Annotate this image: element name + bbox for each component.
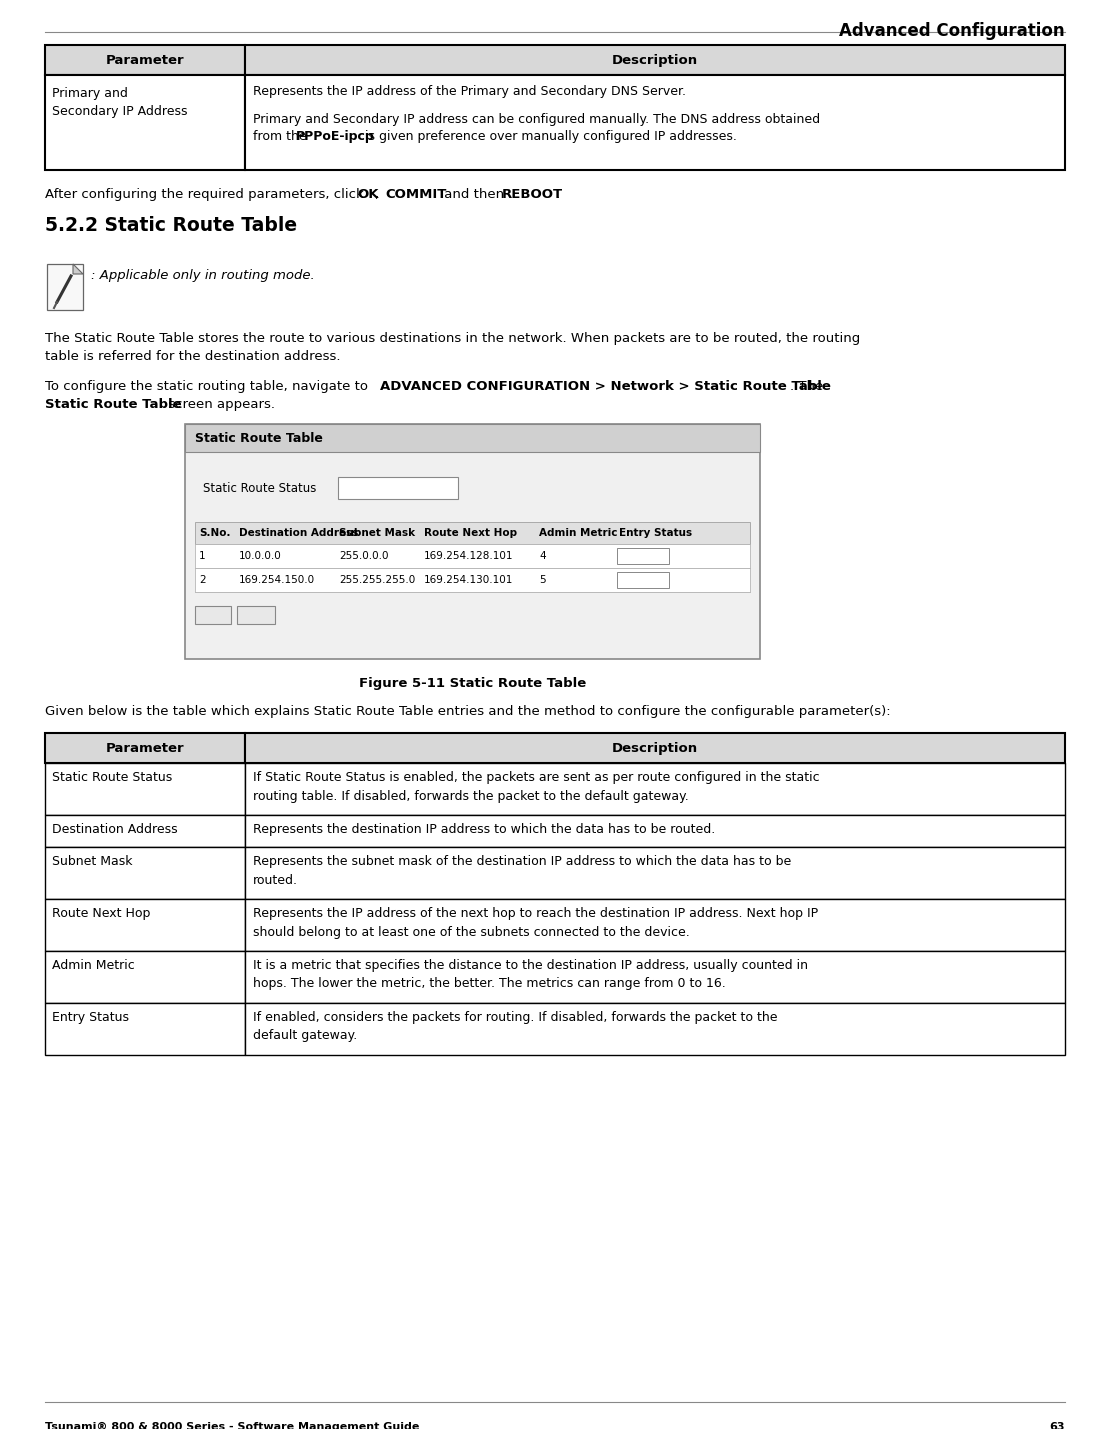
Text: After configuring the required parameters, click: After configuring the required parameter… — [45, 189, 369, 201]
Text: Primary and
Secondary IP Address: Primary and Secondary IP Address — [52, 87, 187, 119]
Bar — [45, 733, 245, 763]
Text: Parameter: Parameter — [106, 53, 185, 67]
Text: OK: OK — [205, 610, 221, 620]
Text: 169.254.128.101: 169.254.128.101 — [424, 552, 514, 562]
Text: 4: 4 — [539, 552, 546, 562]
Text: Enable: Enable — [621, 552, 654, 562]
Bar — [245, 952, 1065, 1003]
Text: ADVANCED CONFIGURATION > Network > Static Route Table: ADVANCED CONFIGURATION > Network > Stati… — [379, 380, 830, 393]
Text: Given below is the table which explains Static Route Table entries and the metho: Given below is the table which explains … — [45, 704, 891, 717]
Bar — [45, 952, 245, 1003]
Text: Represents the subnet mask of the destination IP address to which the data has t: Represents the subnet mask of the destin… — [253, 855, 791, 886]
Polygon shape — [73, 264, 82, 274]
Bar — [185, 424, 760, 659]
Text: Parameter: Parameter — [106, 742, 185, 755]
Text: ∨: ∨ — [660, 574, 668, 584]
Text: Represents the IP address of the next hop to reach the destination IP address. N: Represents the IP address of the next ho… — [253, 907, 818, 939]
Bar — [195, 606, 231, 624]
Text: 169.254.150.0: 169.254.150.0 — [239, 574, 315, 584]
Text: 1: 1 — [199, 552, 206, 562]
Text: . The: . The — [790, 380, 823, 393]
Text: screen appears.: screen appears. — [164, 399, 275, 412]
Bar — [245, 733, 1065, 763]
Text: table is referred for the destination address.: table is referred for the destination ad… — [45, 350, 341, 363]
Text: COMMIT: COMMIT — [385, 189, 447, 201]
Text: OK: OK — [358, 189, 378, 201]
Text: : Applicable only in routing mode.: : Applicable only in routing mode. — [91, 269, 315, 282]
Text: Represents the destination IP address to which the data has to be routed.: Represents the destination IP address to… — [253, 823, 715, 836]
Text: Entry Status: Entry Status — [619, 527, 692, 537]
Text: Subnet Mask: Subnet Mask — [339, 527, 415, 537]
Text: Admin Metric: Admin Metric — [539, 527, 617, 537]
Text: 5: 5 — [539, 574, 546, 584]
Text: If Static Route Status is enabled, the packets are sent as per route configured : If Static Route Status is enabled, the p… — [253, 772, 820, 803]
Bar — [236, 606, 275, 624]
Text: 169.254.130.101: 169.254.130.101 — [424, 574, 514, 584]
Bar — [45, 899, 245, 952]
Text: ,: , — [375, 189, 384, 201]
Text: Subnet Mask: Subnet Mask — [52, 855, 132, 867]
Text: Advanced Configuration: Advanced Configuration — [839, 21, 1065, 40]
Text: Description: Description — [612, 742, 698, 755]
Bar — [617, 572, 669, 587]
Bar — [245, 847, 1065, 899]
Bar — [45, 847, 245, 899]
Text: 255.255.255.0: 255.255.255.0 — [339, 574, 416, 584]
Text: REBOOT: REBOOT — [502, 189, 563, 201]
Text: 63: 63 — [1049, 1422, 1065, 1429]
Text: Static Route Table: Static Route Table — [195, 432, 323, 444]
Text: Add: Add — [245, 610, 267, 620]
Bar — [245, 74, 1065, 170]
Text: Enable: Enable — [621, 574, 654, 584]
Text: Static Route Status: Static Route Status — [204, 482, 317, 494]
Text: It is a metric that specifies the distance to the destination IP address, usuall: It is a metric that specifies the distan… — [253, 959, 808, 990]
Bar — [195, 544, 750, 567]
Text: Static Route Status: Static Route Status — [52, 772, 173, 785]
Text: Destination Address: Destination Address — [239, 527, 359, 537]
Text: Disable: Disable — [344, 483, 385, 493]
Bar — [185, 424, 760, 452]
Text: is given preference over manually configured IP addresses.: is given preference over manually config… — [361, 130, 737, 143]
Text: PPPoE-ipcp: PPPoE-ipcp — [296, 130, 375, 143]
Text: Route Next Hop: Route Next Hop — [424, 527, 517, 537]
Text: The Static Route Table stores the route to various destinations in the network. : The Static Route Table stores the route … — [45, 332, 860, 344]
Text: 255.0.0.0: 255.0.0.0 — [339, 552, 388, 562]
Bar — [245, 763, 1065, 815]
Bar — [45, 44, 245, 74]
Bar — [338, 477, 458, 499]
Text: 10.0.0.0: 10.0.0.0 — [239, 552, 282, 562]
Text: Static Route Table: Static Route Table — [45, 399, 182, 412]
Text: Primary and Secondary IP address can be configured manually. The DNS address obt: Primary and Secondary IP address can be … — [253, 113, 821, 126]
Text: Destination Address: Destination Address — [52, 823, 177, 836]
Text: .: . — [556, 189, 560, 201]
Bar — [47, 264, 82, 310]
Text: ∨: ∨ — [660, 552, 668, 562]
Text: 2: 2 — [199, 574, 206, 584]
Text: Description: Description — [612, 53, 698, 67]
Text: Figure 5-11 Static Route Table: Figure 5-11 Static Route Table — [359, 677, 586, 690]
Bar — [45, 815, 245, 847]
Text: S.No.: S.No. — [199, 527, 231, 537]
Bar — [45, 74, 245, 170]
Text: and then: and then — [440, 189, 508, 201]
Bar — [617, 547, 669, 564]
Bar — [45, 763, 245, 815]
Bar — [245, 899, 1065, 952]
Bar — [245, 1003, 1065, 1055]
Text: Represents the IP address of the Primary and Secondary DNS Server.: Represents the IP address of the Primary… — [253, 84, 686, 99]
Text: To configure the static routing table, navigate to: To configure the static routing table, n… — [45, 380, 372, 393]
Text: from the: from the — [253, 130, 310, 143]
Text: Route Next Hop: Route Next Hop — [52, 907, 151, 920]
Bar — [195, 522, 750, 544]
Text: Tsunami® 800 & 8000 Series - Software Management Guide: Tsunami® 800 & 8000 Series - Software Ma… — [45, 1422, 419, 1429]
Bar — [245, 44, 1065, 74]
Text: Admin Metric: Admin Metric — [52, 959, 134, 972]
Bar — [45, 1003, 245, 1055]
Bar — [195, 567, 750, 592]
Text: 5.2.2 Static Route Table: 5.2.2 Static Route Table — [45, 216, 297, 234]
Bar — [245, 815, 1065, 847]
Text: ∨: ∨ — [444, 482, 454, 494]
Text: If enabled, considers the packets for routing. If disabled, forwards the packet : If enabled, considers the packets for ro… — [253, 1010, 778, 1043]
Text: Entry Status: Entry Status — [52, 1010, 129, 1025]
